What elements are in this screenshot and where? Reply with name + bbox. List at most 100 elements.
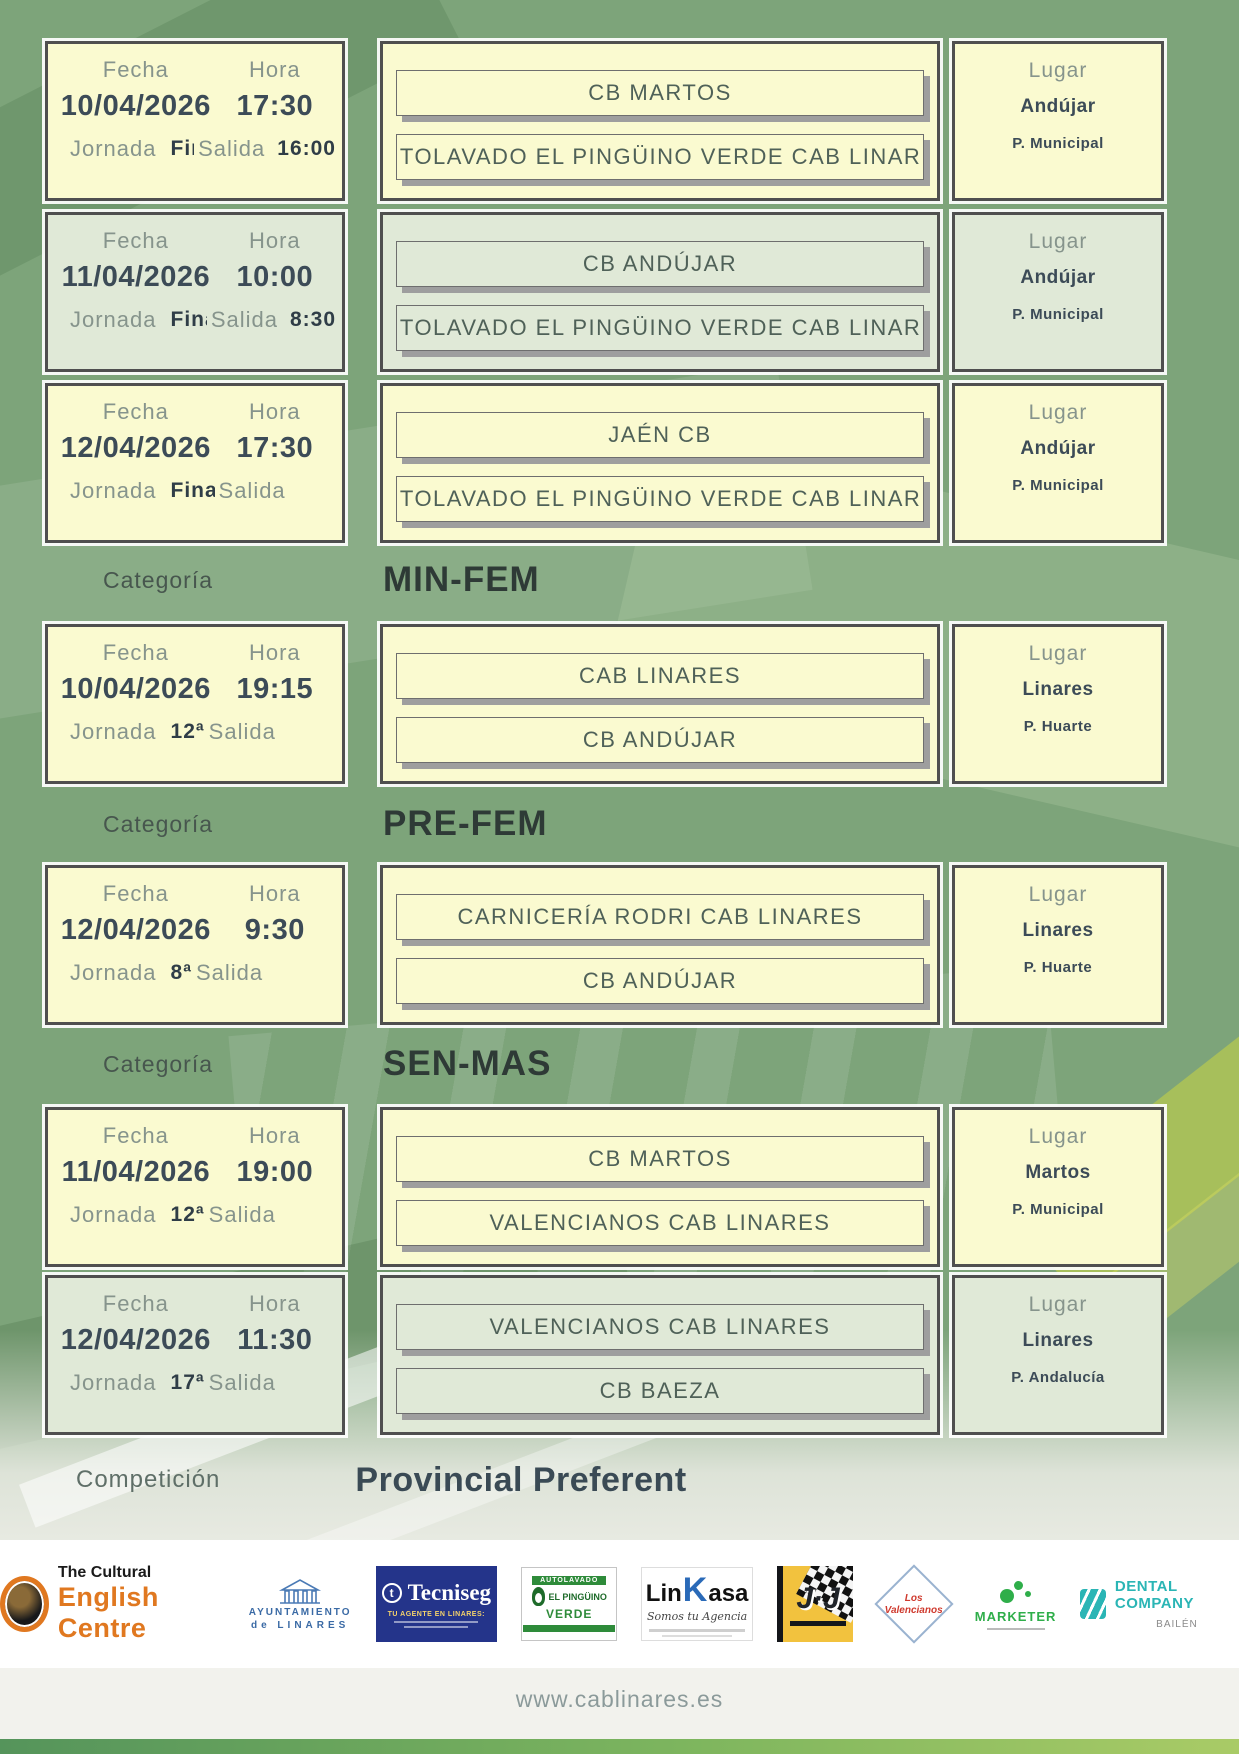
venue-city: Linares: [1022, 920, 1094, 941]
globe-icon: [0, 1576, 49, 1632]
pinguino-line3: VERDE: [546, 1607, 593, 1621]
venue-city: Martos: [1025, 1162, 1091, 1183]
marketer-name: MARKETER: [974, 1608, 1057, 1624]
building-icon: [279, 1579, 322, 1604]
match-card: Fecha Hora 11/04/2026 19:00 Jornada 12ª …: [45, 1107, 1164, 1267]
away-team-box: CB ANDÚJAR: [396, 958, 924, 1004]
match-time: 9:30: [244, 914, 305, 946]
venue-city: Linares: [1022, 679, 1094, 700]
lugar-label: Lugar: [1028, 401, 1088, 424]
venue-panel: Lugar Linares P. Huarte: [952, 865, 1164, 1025]
linkasa-pre: Lin: [645, 1580, 682, 1607]
home-team-name: CAB LINARES: [579, 663, 741, 688]
english-centre-line2: English Centre: [57, 1582, 159, 1643]
hora-label: Hora: [248, 228, 301, 253]
home-team-name: CB MARTOS: [588, 1146, 732, 1171]
linkasa-post: asa: [708, 1580, 749, 1607]
fecha-label: Fecha: [102, 228, 169, 253]
away-team-name: AUTOLAVADO EL PINGÜINO VERDE CAB LINARES: [397, 315, 923, 340]
bottom-green-bar: [0, 1739, 1239, 1754]
category-value: MIN-FEM: [383, 560, 540, 599]
categoria-label: Categoría: [103, 810, 214, 837]
salida-value: 16:00: [277, 137, 336, 160]
jornada-value: Final: [170, 479, 215, 502]
dental-sub: BAILÉN: [1156, 1619, 1198, 1630]
home-team-box: CB MARTOS: [396, 1136, 924, 1182]
dental-name: DENTAL COMPANY: [1114, 1578, 1194, 1612]
match-card: Fecha Hora 10/04/2026 17:30 Jornada Fina…: [45, 41, 1164, 201]
linkasa-tagline: Somos tu Agencia: [647, 1610, 748, 1623]
match-info-panel: Fecha Hora 10/04/2026 19:15 Jornada 12ª …: [45, 624, 345, 784]
linkasa-logo: Lin K asa Somos tu Agencia: [641, 1567, 753, 1641]
match-card: Fecha Hora 12/04/2026 9:30 Jornada 8ª Sa…: [45, 865, 1164, 1025]
venue-name: P. Municipal: [1012, 477, 1104, 494]
match-time: 19:15: [236, 673, 314, 705]
salida-label: Salida: [210, 307, 278, 332]
hora-label: Hora: [248, 1123, 301, 1148]
match-date: 11/04/2026: [61, 1156, 211, 1188]
website-link[interactable]: www.cablinares.es: [515, 1686, 724, 1712]
home-team-name: CARNICERÍA RODRI CAB LINARES: [457, 904, 863, 929]
hora-label: Hora: [248, 57, 301, 82]
match-date: 11/04/2026: [61, 261, 211, 293]
dots-icon: [998, 1579, 1034, 1605]
jj-recambios-logo: J·J: [776, 1566, 854, 1642]
match-date: 10/04/2026: [60, 673, 211, 705]
teams-panel: CB MARTOS AUTOLAVADO EL PINGÜINO VERDE C…: [380, 41, 940, 201]
jornada-label: Jornada: [70, 307, 157, 332]
venue-city: Andújar: [1020, 438, 1096, 459]
match-card: Fecha Hora 12/04/2026 11:30 Jornada 17ª …: [45, 1275, 1164, 1435]
away-team-box: CB ANDÚJAR: [396, 717, 924, 763]
home-team-box: VALENCIANOS CAB LINARES: [396, 1304, 924, 1350]
away-team-name: VALENCIANOS CAB LINARES: [489, 1210, 831, 1235]
away-team-name: AUTOLAVADO EL PINGÜINO VERDE CAB LINARES: [397, 486, 923, 511]
fecha-label: Fecha: [102, 640, 169, 665]
category-header: Categoría SEN-MAS: [45, 1032, 1164, 1096]
hora-label: Hora: [248, 399, 301, 424]
category-header: Categoría MIN-FEM: [45, 548, 1164, 612]
lugar-label: Lugar: [1028, 642, 1088, 665]
lugar-label: Lugar: [1028, 1125, 1088, 1148]
fecha-label: Fecha: [102, 1291, 169, 1316]
away-team-box: AUTOLAVADO EL PINGÜINO VERDE CAB LINARES: [396, 476, 924, 522]
match-time: 17:30: [236, 432, 314, 464]
match-time: 10:00: [236, 261, 314, 293]
venue-panel: Lugar Linares P. Huarte: [952, 624, 1164, 784]
venue-panel: Lugar Andújar P. Municipal: [952, 212, 1164, 372]
hora-label: Hora: [248, 640, 301, 665]
english-centre-line1: The Cultural: [57, 1564, 152, 1581]
match-info-panel: Fecha Hora 10/04/2026 17:30 Jornada Fina…: [45, 41, 345, 201]
jornada-value: 8ª: [170, 961, 192, 984]
categoria-label: Categoría: [103, 566, 214, 593]
match-date: 12/04/2026: [60, 1324, 211, 1356]
jornada-label: Jornada: [70, 719, 157, 744]
fecha-label: Fecha: [102, 57, 169, 82]
jj-name: J·J: [796, 1582, 840, 1615]
pinguino-line1: AUTOLAVADO: [532, 1576, 607, 1585]
venue-panel: Lugar Martos P. Municipal: [952, 1107, 1164, 1267]
pinguino-line2: EL PINGÜINO: [548, 1591, 607, 1602]
lugar-label: Lugar: [1028, 59, 1088, 82]
salida-label: Salida: [208, 1202, 276, 1227]
category-value: SEN-MAS: [383, 1044, 552, 1083]
away-team-name: CB ANDÚJAR: [582, 968, 738, 993]
dental-icon: [1080, 1589, 1106, 1619]
lugar-label: Lugar: [1028, 1293, 1088, 1316]
match-info-panel: Fecha Hora 12/04/2026 11:30 Jornada 17ª …: [45, 1275, 345, 1435]
venue-name: P. Huarte: [1023, 718, 1093, 735]
penguin-icon: [531, 1587, 545, 1606]
fecha-label: Fecha: [102, 399, 169, 424]
home-team-name: JAÉN CB: [608, 422, 712, 447]
valencianos-name: Los Valencianos: [884, 1592, 943, 1616]
home-team-name: CB ANDÚJAR: [582, 251, 738, 276]
match-info-panel: Fecha Hora 11/04/2026 19:00 Jornada 12ª …: [45, 1107, 345, 1267]
lugar-label: Lugar: [1028, 230, 1088, 253]
teams-panel: VALENCIANOS CAB LINARES CB BAEZA: [380, 1275, 940, 1435]
competition-header: Competición Provincial Preferent: [45, 1445, 1164, 1515]
teams-panel: CB ANDÚJAR AUTOLAVADO EL PINGÜINO VERDE …: [380, 212, 940, 372]
away-team-name: CB ANDÚJAR: [582, 727, 738, 752]
hora-label: Hora: [248, 881, 301, 906]
home-team-name: VALENCIANOS CAB LINARES: [489, 1314, 831, 1339]
venue-panel: Lugar Linares P. Andalucía: [952, 1275, 1164, 1435]
